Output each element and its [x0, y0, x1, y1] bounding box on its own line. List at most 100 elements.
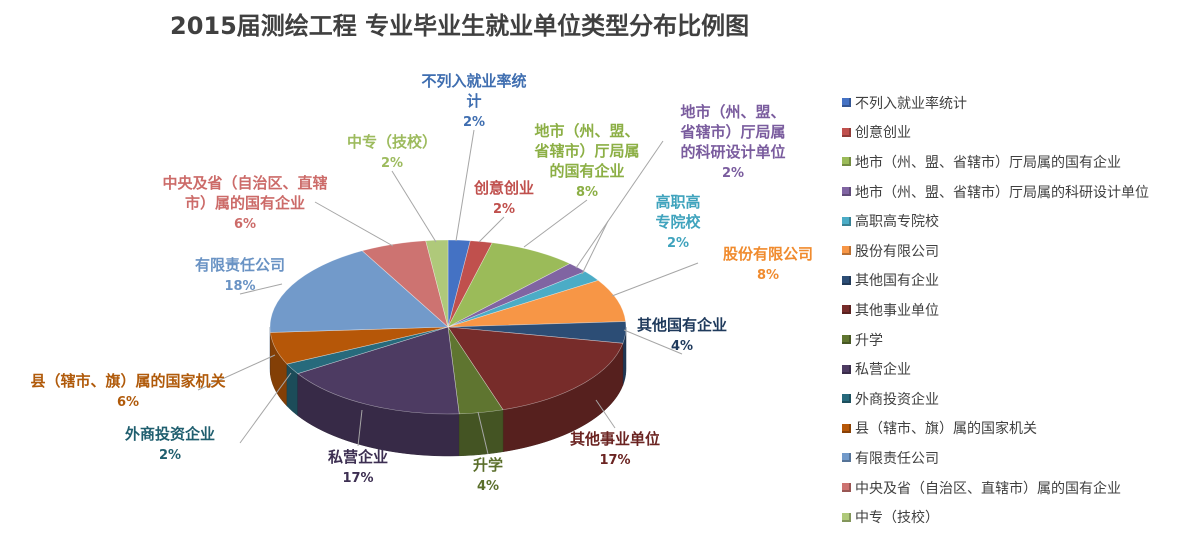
data-label-13: 中央及省（自治区、直辖市）属的国有企业 6%	[162, 174, 327, 232]
pie-slice-5[interactable]	[447, 280, 626, 328]
legend-item[interactable]: 不列入就业率统计	[842, 88, 1187, 118]
legend-swatch	[842, 394, 851, 404]
data-label-name: 省辖市）厅局属	[679, 123, 785, 141]
data-label-value: 6%	[117, 395, 139, 410]
legend-item[interactable]: 创意创业	[842, 118, 1187, 148]
legend-item[interactable]: 地市（州、盟、省辖市）厅局属的国有企业	[842, 147, 1187, 177]
legend-label: 其他国有企业	[855, 273, 939, 290]
legend-item[interactable]: 外商投资企业	[842, 384, 1187, 414]
data-label-name: 专院校	[655, 213, 701, 231]
leader-line-9	[357, 409, 363, 447]
legend-label: 县（辖市、旗）属的国家机关	[855, 421, 1037, 438]
legend-label: 有限责任公司	[855, 450, 939, 467]
data-label-value: 2%	[463, 115, 485, 130]
data-label-name: 省辖市）厅局属	[533, 142, 639, 160]
data-label-name: 中专（技校）	[347, 133, 437, 151]
legend-item[interactable]: 高职高专院校	[842, 206, 1187, 236]
leader-line-8	[477, 411, 489, 455]
legend-item[interactable]: 升学	[842, 325, 1187, 355]
chart-title: 2015届测绘工程 专业毕业生就业单位类型分布比例图	[170, 12, 749, 40]
data-label-value: 2%	[381, 156, 403, 171]
data-label-0: 不列入就业率统计 2%	[421, 72, 526, 130]
pie-slice-14[interactable]	[425, 239, 449, 328]
legend-item[interactable]: 私营企业	[842, 354, 1187, 384]
legend-swatch	[842, 364, 851, 374]
leader-line-13	[314, 201, 394, 247]
legend-item[interactable]: 地市（州、盟、省辖市）厅局属的科研设计单位	[842, 177, 1187, 207]
legend-swatch	[842, 216, 851, 226]
data-label-name: 的国有企业	[549, 162, 624, 180]
chart-legend: 不列入就业率统计 创意创业地市（州、盟、省辖市）厅局属的国有企业地市（州、盟、省辖…	[842, 88, 1187, 532]
legend-label: 高职高专院校	[855, 214, 939, 231]
data-label-value: 2%	[667, 236, 689, 251]
data-label-value: 2%	[159, 448, 181, 463]
leader-line-2	[523, 199, 588, 248]
legend-label: 其他事业单位	[855, 302, 939, 319]
legend-item[interactable]: 其他事业单位	[842, 295, 1187, 325]
data-label-7: 其他事业单位 17%	[570, 430, 660, 468]
data-label-name: 计	[466, 92, 481, 110]
leader-line-5	[611, 262, 699, 297]
data-label-9: 私营企业 17%	[327, 448, 388, 486]
data-label-3: 地市（州、盟、省辖市）厅局属的科研设计单位 2%	[679, 103, 785, 181]
pie-slice-2[interactable]	[447, 242, 571, 328]
leader-line-12	[239, 283, 283, 295]
legend-swatch	[842, 98, 851, 108]
data-label-name: 地市（州、盟、	[534, 122, 639, 140]
legend-swatch	[842, 305, 851, 315]
data-label-value: 2%	[493, 202, 515, 217]
legend-swatch	[842, 335, 851, 345]
legend-item[interactable]: 股份有限公司	[842, 236, 1187, 266]
data-label-value: 8%	[757, 268, 779, 283]
legend-item[interactable]: 中专（技校）	[842, 502, 1187, 532]
leader-line-4	[581, 220, 609, 275]
legend-label: 中央及省（自治区、直辖市）属的国有企业	[855, 480, 1121, 497]
data-label-name: 中央及省（自治区、直辖	[162, 174, 327, 192]
legend-item[interactable]: 其他国有企业	[842, 266, 1187, 296]
pie-side-8	[458, 409, 504, 457]
data-label-value: 4%	[671, 339, 693, 354]
legend-label: 不列入就业率统计	[855, 95, 967, 112]
data-label-12: 有限责任公司 18%	[195, 256, 285, 294]
legend-label: 地市（州、盟、省辖市）厅局属的国有企业	[855, 154, 1121, 171]
legend-item[interactable]: 县（辖市、旗）属的国家机关	[842, 414, 1187, 444]
data-label-8: 升学 4%	[473, 456, 503, 494]
data-label-name: 县（辖市、旗）属的国家机关	[30, 372, 225, 390]
legend-swatch	[842, 127, 851, 137]
leader-line-10	[239, 372, 292, 444]
data-label-2: 地市（州、盟、省辖市）厅局属的国有企业 8%	[533, 122, 639, 200]
legend-label: 外商投资企业	[855, 391, 939, 408]
leader-line-11	[197, 354, 276, 391]
legend-swatch	[842, 512, 851, 522]
leader-line-7	[595, 399, 616, 429]
legend-swatch	[842, 187, 851, 197]
legend-swatch	[842, 453, 851, 463]
data-label-1: 创意创业 2%	[473, 179, 534, 217]
leader-line-1	[478, 216, 505, 243]
data-label-11: 县（辖市、旗）属的国家机关 6%	[30, 372, 225, 410]
data-label-value: 17%	[599, 453, 630, 468]
legend-swatch	[842, 246, 851, 256]
data-label-name: 升学	[473, 456, 503, 474]
data-label-name: 外商投资企业	[124, 425, 215, 443]
pie-slice-9[interactable]	[297, 326, 460, 415]
pie-slice-12[interactable]	[269, 250, 449, 333]
legend-label: 升学	[855, 332, 883, 349]
pie-slice-7[interactable]	[447, 326, 624, 411]
legend-label: 地市（州、盟、省辖市）厅局属的科研设计单位	[855, 184, 1149, 201]
legend-label: 私营企业	[855, 362, 911, 379]
leader-line-14	[391, 170, 437, 243]
legend-item[interactable]: 中央及省（自治区、直辖市）属的国有企业	[842, 473, 1187, 503]
data-label-14: 中专（技校） 2%	[347, 133, 437, 171]
data-label-name: 市）属的国有企业	[185, 194, 305, 212]
data-label-name: 地市（州、盟、	[680, 103, 785, 121]
leader-line-6	[623, 329, 683, 355]
data-label-name: 其他事业单位	[570, 430, 660, 448]
legend-item[interactable]: 有限责任公司	[842, 443, 1187, 473]
legend-swatch	[842, 157, 851, 167]
legend-label: 创意创业	[855, 125, 911, 142]
leader-line-0	[455, 129, 475, 242]
data-label-value: 8%	[576, 185, 598, 200]
data-label-6: 其他国有企业 4%	[637, 316, 727, 354]
